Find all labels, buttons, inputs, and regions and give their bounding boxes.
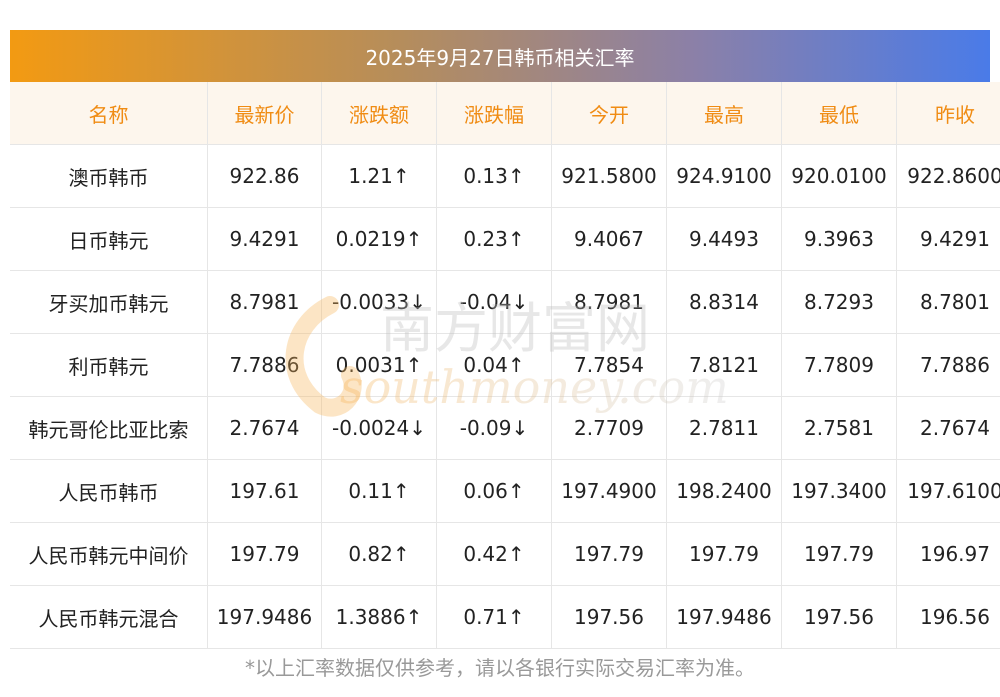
cell-high: 198.2400 [666,459,782,523]
cell-name: 牙买加币韩元 [10,270,208,334]
cell-low: 197.3400 [781,459,897,523]
cell-prev: 196.56 [896,585,1000,649]
cell-high: 2.7811 [666,396,782,460]
cell-open: 197.4900 [551,459,667,523]
cell-latest: 8.7981 [207,270,322,334]
table-title: 2025年9月27日韩币相关汇率 [10,30,990,82]
cell-open: 7.7854 [551,333,667,397]
cell-high: 7.8121 [666,333,782,397]
cell-prev: 2.7674 [896,396,1000,460]
cell-pct: 0.42↑ [436,522,552,586]
cell-low: 920.0100 [781,144,897,208]
cell-prev: 9.4291 [896,207,1000,271]
cell-change: -0.0024↓ [321,396,437,460]
cell-open: 197.79 [551,522,667,586]
cell-change: 0.11↑ [321,459,437,523]
cell-name: 利币韩元 [10,333,208,397]
cell-low: 7.7809 [781,333,897,397]
cell-change: 1.21↑ [321,144,437,208]
disclaimer-footnote: *以上汇率数据仅供参考，请以各银行实际交易汇率为准。 [245,656,755,680]
cell-latest: 9.4291 [207,207,322,271]
table-row: 牙买加币韩元 8.7981 -0.0033↓ -0.04↓ 8.7981 8.8314 8.… [10,270,1000,334]
cell-name: 日币韩元 [10,207,208,271]
column-header-high: 最高 [666,82,782,145]
cell-latest: 197.61 [207,459,322,523]
cell-pct: 0.71↑ [436,585,552,649]
cell-latest: 922.86 [207,144,322,208]
cell-low: 197.79 [781,522,897,586]
column-header-low: 最低 [781,82,897,145]
column-header-change: 涨跌额 [321,82,437,145]
cell-latest: 197.9486 [207,585,322,649]
cell-name: 澳币韩币 [10,144,208,208]
cell-low: 8.7293 [781,270,897,334]
exchange-rate-table: 名称 最新价 涨跌额 涨跌幅 今开 最高 最低 昨收 澳币韩币 922.86 1.2… [10,82,1000,649]
cell-low: 2.7581 [781,396,897,460]
cell-pct: -0.04↓ [436,270,552,334]
cell-prev: 196.97 [896,522,1000,586]
cell-change: 0.82↑ [321,522,437,586]
table-row: 澳币韩币 922.86 1.21↑ 0.13↑ 921.5800 924.9100 920.… [10,144,1000,208]
cell-pct: 0.04↑ [436,333,552,397]
cell-prev: 197.6100 [896,459,1000,523]
table-row: 日币韩元 9.4291 0.0219↑ 0.23↑ 9.4067 9.4493 9.3963… [10,207,1000,271]
cell-open: 8.7981 [551,270,667,334]
cell-high: 197.9486 [666,585,782,649]
cell-low: 197.56 [781,585,897,649]
cell-high: 9.4493 [666,207,782,271]
cell-name: 人民币韩币 [10,459,208,523]
cell-change: 1.3886↑ [321,585,437,649]
column-header-open: 今开 [551,82,667,145]
table-row: 人民币韩币 197.61 0.11↑ 0.06↑ 197.4900 198.2400 197… [10,459,1000,523]
cell-high: 197.79 [666,522,782,586]
table-header-row: 名称 最新价 涨跌额 涨跌幅 今开 最高 最低 昨收 [10,82,1000,145]
table-row: 人民币韩元中间价 197.79 0.82↑ 0.42↑ 197.79 197.79 197.… [10,522,1000,586]
cell-pct: 0.13↑ [436,144,552,208]
cell-low: 9.3963 [781,207,897,271]
cell-name: 人民币韩元混合 [10,585,208,649]
table-row: 利币韩元 7.7886 0.0031↑ 0.04↑ 7.7854 7.8121 7.7809… [10,333,1000,397]
cell-name: 人民币韩元中间价 [10,522,208,586]
cell-prev: 922.8600 [896,144,1000,208]
cell-high: 8.8314 [666,270,782,334]
cell-pct: 0.06↑ [436,459,552,523]
column-header-prev: 昨收 [896,82,1000,145]
cell-open: 2.7709 [551,396,667,460]
column-header-latest: 最新价 [207,82,322,145]
cell-prev: 8.7801 [896,270,1000,334]
cell-latest: 2.7674 [207,396,322,460]
cell-high: 924.9100 [666,144,782,208]
cell-change: 0.0031↑ [321,333,437,397]
table-row: 人民币韩元混合 197.9486 1.3886↑ 0.71↑ 197.56 197.948… [10,585,1000,649]
column-header-pct: 涨跌幅 [436,82,552,145]
cell-change: 0.0219↑ [321,207,437,271]
cell-open: 197.56 [551,585,667,649]
table-row: 韩元哥伦比亚比索 2.7674 -0.0024↓ -0.09↓ 2.7709 2.7811… [10,396,1000,460]
cell-name: 韩元哥伦比亚比索 [10,396,208,460]
cell-pct: -0.09↓ [436,396,552,460]
cell-latest: 7.7886 [207,333,322,397]
cell-change: -0.0033↓ [321,270,437,334]
cell-open: 9.4067 [551,207,667,271]
column-header-name: 名称 [10,82,208,145]
cell-latest: 197.79 [207,522,322,586]
cell-open: 921.5800 [551,144,667,208]
cell-prev: 7.7886 [896,333,1000,397]
cell-pct: 0.23↑ [436,207,552,271]
